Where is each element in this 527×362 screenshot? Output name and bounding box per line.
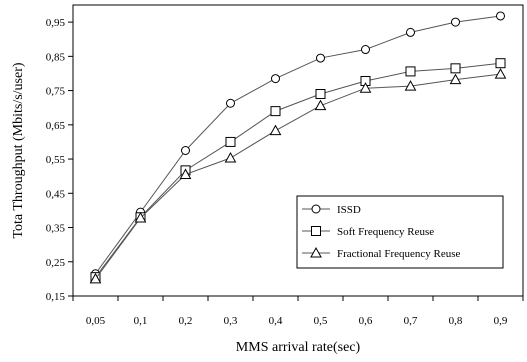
data-point-triangle: [269, 124, 282, 136]
series-line: [95, 15, 501, 275]
series-line: [95, 62, 501, 278]
data-point-square: [315, 89, 326, 100]
y-tick-label: 0,35: [46, 223, 66, 235]
x-axis-title: MMS arrival rate(sec): [236, 340, 361, 355]
series-circle: [91, 11, 505, 279]
data-point-circle: [451, 17, 460, 27]
data-point-triangle: [404, 80, 417, 91]
data-point-circle: [406, 27, 415, 37]
x-tick-label: 0,4: [269, 315, 283, 327]
axes: [68, 4, 524, 301]
data-point-square: [225, 136, 236, 147]
data-point-circle: [271, 74, 280, 84]
data-point-triangle: [314, 99, 327, 111]
legend-label: ISSD: [337, 204, 361, 216]
data-point-triangle: [179, 168, 192, 179]
legend-box: [296, 195, 504, 269]
tick-labels: 0,15 0,25 0,35 0,45 0,55 0,65 0,75 0,85 0,95 0,05…: [46, 17, 508, 327]
legend-marker-circle: [311, 204, 321, 214]
y-tick-label: 0,65: [46, 120, 66, 132]
x-tick-label: 0,7: [404, 315, 418, 327]
series-triangle: [89, 68, 507, 284]
x-tick-label: 0,05: [86, 315, 106, 327]
data-point-triangle: [494, 68, 507, 79]
x-tick-label: 0,8: [449, 315, 463, 327]
y-axis-title: Tota Throughput (Mbits/s/user): [11, 62, 26, 238]
y-tick-label: 0,15: [46, 291, 66, 303]
data-point-triangle: [134, 211, 147, 223]
data-point-circle: [361, 45, 370, 55]
data-point-triangle: [359, 82, 372, 93]
data-point-circle: [316, 53, 325, 63]
legend-label: Soft Frequency Reuse: [337, 226, 434, 238]
y-tick-label: 0,75: [46, 86, 66, 98]
legend: ISSD Soft Frequency Reuse Fractional Frequ…: [296, 195, 504, 269]
data-point-square: [450, 63, 461, 74]
legend-marker-triangle: [310, 246, 322, 258]
legend-marker-square: [311, 226, 321, 236]
y-tick-label: 0,25: [46, 257, 66, 269]
y-tick-label: 0,95: [46, 17, 66, 29]
x-tick-label: 0,6: [359, 315, 373, 327]
data-point-square: [405, 66, 416, 77]
series-lines: [89, 11, 507, 284]
y-tick-label: 0,85: [46, 51, 66, 63]
data-point-circle: [226, 98, 235, 108]
data-point-circle: [496, 11, 505, 21]
x-tick-label: 0,1: [134, 315, 148, 327]
data-point-triangle: [89, 272, 102, 284]
data-point-square: [270, 106, 281, 117]
data-point-triangle: [224, 152, 237, 163]
x-tick-label: 0,9: [494, 315, 508, 327]
y-tick-label: 0,55: [46, 154, 66, 166]
x-tick-label: 0,3: [224, 315, 238, 327]
legend-label: Fractional Frequency Reuse: [337, 248, 461, 260]
data-point-triangle: [449, 73, 462, 85]
x-tick-label: 0,2: [179, 315, 193, 327]
x-tick-label: 0,5: [314, 315, 328, 327]
series-line: [95, 73, 501, 280]
y-tick-label: 0,45: [46, 188, 66, 200]
data-point-circle: [181, 146, 190, 155]
data-point-square: [495, 58, 506, 69]
